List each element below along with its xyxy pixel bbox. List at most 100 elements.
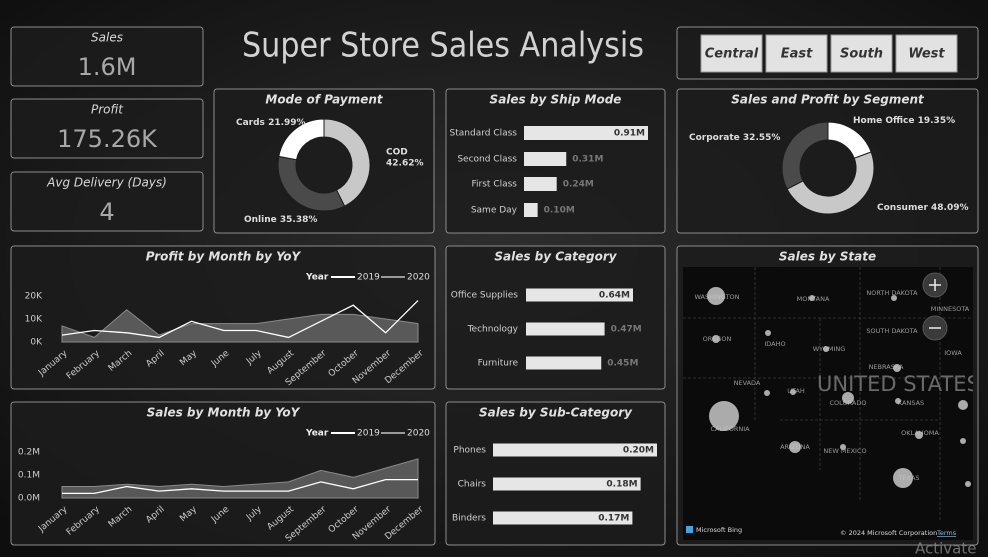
slice-category: Online: [244, 215, 277, 225]
map-copyright: © 2024 Microsoft Corporation: [840, 529, 937, 537]
bar-category: Technology: [467, 325, 519, 335]
bar-value-label: 0.18M: [606, 480, 637, 490]
map: UNITED STATESWASHINGTONMONTANANORTH DAKO…: [683, 267, 973, 540]
slice-value: 21.99%: [268, 118, 306, 128]
bar-category: Same Day: [471, 206, 518, 216]
map-bubble: [707, 287, 725, 305]
bar-value-label: 0.24M: [563, 180, 594, 190]
map-bubble: [840, 444, 846, 450]
slicer-button[interactable]: [700, 34, 763, 73]
slicer-button[interactable]: [830, 34, 893, 73]
pie-slice: [786, 151, 875, 215]
slicer-label[interactable]: South: [840, 47, 883, 62]
bar: [524, 177, 557, 191]
slice-value: 48.09%: [931, 203, 969, 213]
slice-category: Corporate: [689, 133, 740, 143]
slice-label: Online 35.38%: [244, 215, 317, 225]
slice-label: Home Office 19.35%: [853, 116, 955, 126]
bar-category: Second Class: [457, 155, 517, 165]
kpi-label: Profit: [91, 103, 124, 117]
slicer-label[interactable]: East: [781, 47, 813, 62]
slice-category: COD: [386, 148, 408, 158]
legend-label: 2020: [407, 273, 430, 283]
bar: [524, 152, 567, 166]
pie-slice: [781, 121, 829, 190]
chart-title: Sales and Profit by Segment: [731, 93, 925, 107]
bar-category: Furniture: [478, 359, 519, 369]
line: [62, 478, 418, 495]
bar: [526, 322, 605, 336]
bar: [524, 126, 648, 140]
bar-category: Office Supplies: [451, 291, 519, 301]
slicer-label[interactable]: Central: [705, 47, 759, 62]
legend-title: Year: [305, 429, 329, 439]
chart-panel: [676, 88, 979, 234]
bar-category: First Class: [472, 180, 518, 190]
bar-value-label: 0.64M: [599, 291, 630, 301]
map-bubble: [765, 330, 771, 336]
slice-value: 19.35%: [918, 116, 956, 126]
slice-label: Cards 21.99%: [236, 118, 306, 128]
pie-slice: [278, 118, 325, 161]
kpi-value: 4: [99, 198, 114, 226]
map-bubble: [915, 431, 923, 439]
bar-value-label: 0.47M: [611, 325, 642, 335]
bar: [526, 288, 633, 302]
chart-panel: [10, 245, 436, 390]
bar-value-label: 0.17M: [598, 514, 629, 524]
bar-category: Chairs: [458, 480, 487, 490]
provider-logo: [686, 526, 693, 533]
map-provider: Microsoft Bing: [696, 526, 742, 534]
state-label: SOUTH DAKOTA: [866, 327, 918, 335]
bar-value-label: 0.20M: [623, 446, 654, 456]
kpi-label: Avg Delivery (Days): [46, 176, 167, 190]
kpi-card: [10, 26, 204, 87]
state-label: NORTH DAKOTA: [866, 289, 918, 297]
state-label: IOWA: [944, 349, 962, 357]
slicer-button[interactable]: [895, 34, 958, 73]
slice-label: Corporate 32.55%: [689, 133, 780, 143]
state-label: KANSAS: [898, 399, 924, 407]
state-label: IDAHO: [764, 340, 785, 348]
map-bubble: [958, 400, 968, 410]
map-bubble: [809, 295, 815, 301]
y-tick-label: 0.0M: [18, 494, 40, 504]
slice-category: Consumer: [877, 203, 928, 213]
bar: [493, 477, 641, 491]
os-watermark: Activate: [915, 540, 976, 557]
state-label: NEVADA: [734, 379, 761, 387]
line: [61, 300, 419, 339]
map-bubble: [842, 392, 854, 404]
state-label: NEW MEXICO: [823, 447, 866, 455]
map-bubble: [790, 389, 796, 395]
bar: [524, 203, 538, 217]
area: [61, 458, 419, 499]
slice-value: 32.55%: [743, 133, 781, 143]
kpi-label: Sales: [91, 31, 123, 45]
chart-title: Sales by Category: [494, 250, 617, 264]
map-bubble: [712, 335, 720, 343]
legend-title: Year: [305, 273, 329, 283]
map-bubble: [895, 398, 901, 404]
chart-title: Sales by Sub-Category: [479, 406, 633, 420]
slicer-label[interactable]: West: [908, 47, 945, 62]
bar: [526, 356, 602, 370]
map-bubble: [709, 401, 739, 431]
y-tick-label: 0.1M: [18, 471, 40, 481]
bar-value-label: 0.91M: [614, 129, 645, 139]
map-terms[interactable]: Terms: [936, 529, 957, 537]
chart-title: Sales by Month by YoY: [147, 406, 301, 420]
map-title: Sales by State: [779, 250, 876, 264]
slice-category: Home Office: [853, 116, 914, 126]
legend-label: 2019: [357, 429, 380, 439]
slicer-button[interactable]: [765, 34, 828, 73]
y-tick-label: 0K: [30, 338, 43, 348]
map-bubble: [893, 364, 901, 372]
map-bubble: [965, 481, 971, 487]
bar: [493, 511, 633, 525]
legend-label: 2020: [407, 429, 430, 439]
bar-category: Binders: [452, 514, 486, 524]
legend-label: 2019: [357, 273, 380, 283]
